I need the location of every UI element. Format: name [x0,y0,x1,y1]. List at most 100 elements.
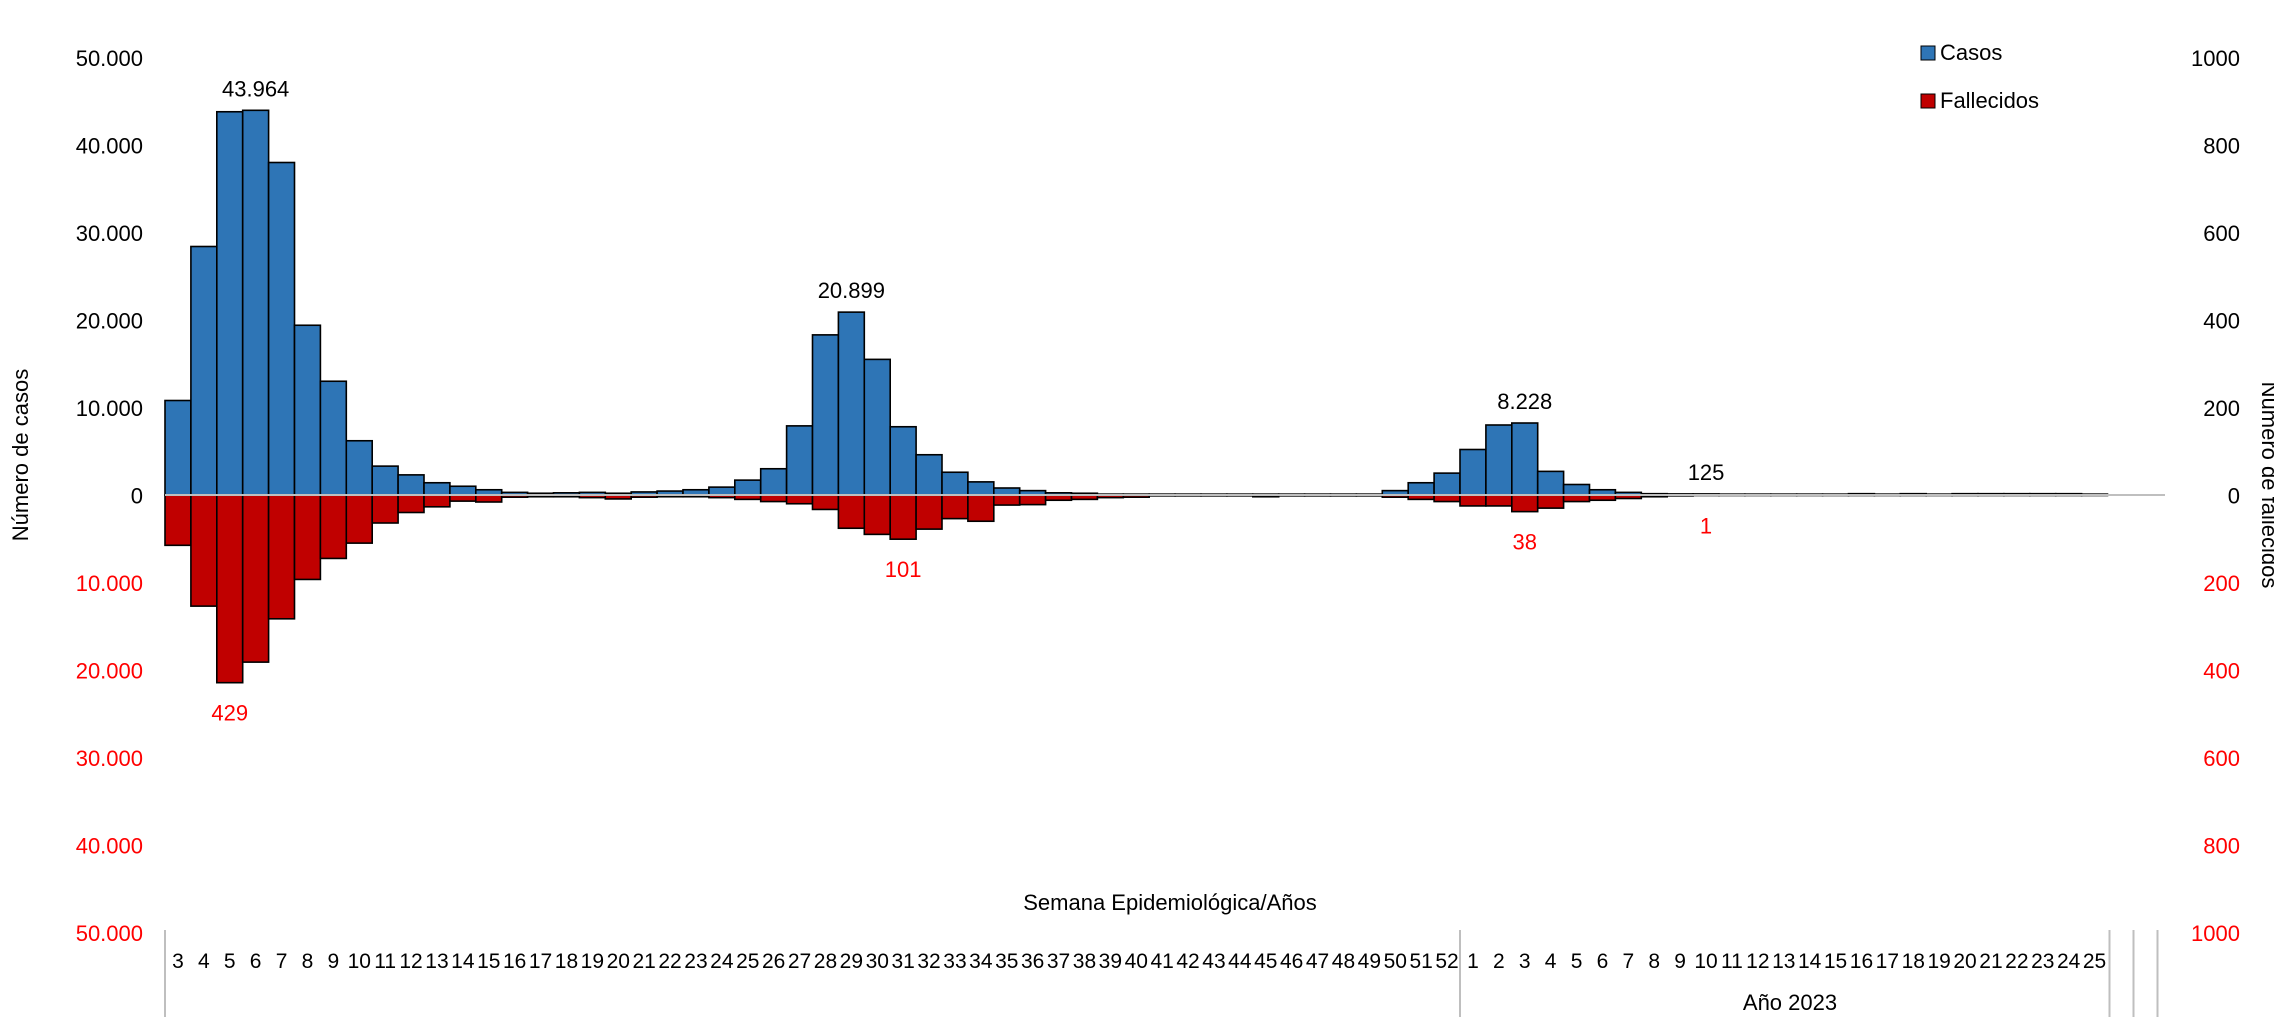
legend-label-cases: Casos [1940,40,2002,65]
x-axis-category-labels: 3 4 5 6 7 8 9 10 11 12 13 14 15 16 17 18 19 20 21 22 23 24 25 2… [172,950,2106,973]
x-tick-label: 28 [814,950,837,973]
y-right-tick-label: 400 [2203,309,2240,334]
x-tick-label: 48 [1332,950,1355,973]
cases-bar [449,485,477,496]
deaths-bar [863,494,891,536]
deaths-data-label: 38 [1513,530,1537,555]
y-left-tick-label: 50.000 [76,921,143,946]
deaths-bars [164,494,2109,684]
x-tick-label: 15 [1824,950,1847,973]
y-right-tick-label: 1000 [2191,921,2240,946]
cases-data-labels: 43.964 20.899 8.228 125 [222,76,1724,485]
deaths-bar [967,494,995,523]
y-left-tick-label: 50.000 [76,46,143,71]
legend-swatch-deaths [1920,93,1936,109]
x-tick-label: 5 [224,950,236,973]
y-left-tick-label: 10.000 [76,571,143,596]
x-tick-label: 30 [866,950,889,973]
y-axis-left-ticks: 50.000 40.000 30.000 20.000 10.000 0 10.000 20.… [76,46,143,946]
y-right-tick-label: 1000 [2191,46,2240,71]
x-tick-label: 47 [1306,950,1329,973]
deaths-bar [915,494,943,530]
x-tick-label: 4 [198,950,210,973]
deaths-bar [785,494,814,505]
x-tick-label: 24 [2057,950,2081,973]
deaths-bar [241,494,270,663]
y-left-tick-label: 10.000 [76,396,143,421]
deaths-data-labels: 429 101 38 1 [211,513,1712,725]
cases-bar [319,380,348,496]
cases-bar [915,453,943,496]
x-tick-label: 32 [917,950,940,973]
cases-bar [811,334,840,496]
x-tick-label: 36 [1021,950,1044,973]
x-tick-label: 9 [328,950,340,973]
x-tick-label: 8 [1648,950,1660,973]
y-right-tick-label: 200 [2203,396,2240,421]
x-axis-title: Semana Epidemiológica/Años [1023,890,1317,915]
y-right-tick-label: 800 [2203,834,2240,859]
x-tick-label: 26 [762,950,785,973]
legend-label-deaths: Fallecidos [1940,88,2039,113]
x-tick-label: 7 [276,950,288,973]
y-left-tick-label: 40.000 [76,834,143,859]
y-right-tick-label: 0 [2228,484,2240,509]
cases-bar [837,311,866,496]
cases-bar [785,425,814,496]
x-tick-label: 24 [710,950,734,973]
deaths-bar [216,494,244,684]
x-tick-label: 40 [1125,950,1148,973]
x-tick-label: 38 [1073,950,1096,973]
deaths-bar [837,494,866,530]
x-tick-label: 27 [788,950,811,973]
cases-bar [1562,483,1591,496]
x-tick-label: 19 [581,950,604,973]
x-tick-label: 50 [1384,950,1407,973]
x-tick-label: 46 [1280,950,1303,973]
x-tick-label: 25 [2083,950,2106,973]
cases-bar [1485,424,1513,496]
x-tick-label: 49 [1358,950,1381,973]
y-right-tick-label: 200 [2203,571,2240,596]
x-tick-label: 2 [1493,950,1505,973]
deaths-bar [1459,494,1487,507]
x-tick-label: 23 [684,950,707,973]
cases-bar [941,471,969,496]
cases-bar [1459,448,1487,496]
x-tick-label: 25 [736,950,759,973]
y-left-tick-label: 30.000 [76,746,143,771]
y-left-tick-label: 20.000 [76,309,143,334]
cases-bar [345,439,373,496]
cases-bar [267,161,296,496]
deaths-bar [164,494,192,547]
cases-bar [863,358,891,496]
x-tick-label: 5 [1571,950,1583,973]
x-tick-label: 35 [995,950,1018,973]
cases-bar [1433,472,1461,496]
x-tick-label: 33 [943,950,966,973]
y-axis-left-label: Número de casos [8,369,33,541]
x-axis-group-lines [164,930,2159,1017]
x-tick-label: 10 [1694,950,1717,973]
deaths-bar [293,494,322,581]
x-tick-label: 8 [302,950,314,973]
x-tick-label: 17 [1876,950,1899,973]
x-tick-label: 16 [503,950,526,973]
deaths-bar [811,494,840,511]
x-tick-label: 18 [1902,950,1925,973]
x-tick-label: 6 [1597,950,1609,973]
x-tick-label: 19 [1927,950,1950,973]
deaths-bar [1485,494,1513,507]
cases-data-label: 43.964 [222,76,289,101]
y-right-tick-label: 400 [2203,659,2240,684]
y-right-tick-label: 800 [2203,134,2240,159]
deaths-data-label: 101 [885,557,922,582]
deaths-bar [423,494,451,508]
y-left-tick-label: 40.000 [76,134,143,159]
cases-bar [397,474,425,496]
x-tick-label: 34 [969,950,993,973]
x-tick-label: 7 [1623,950,1635,973]
x-tick-label: 4 [1545,950,1557,973]
y-axis-right-label: Número de fallecidos [2257,382,2274,589]
